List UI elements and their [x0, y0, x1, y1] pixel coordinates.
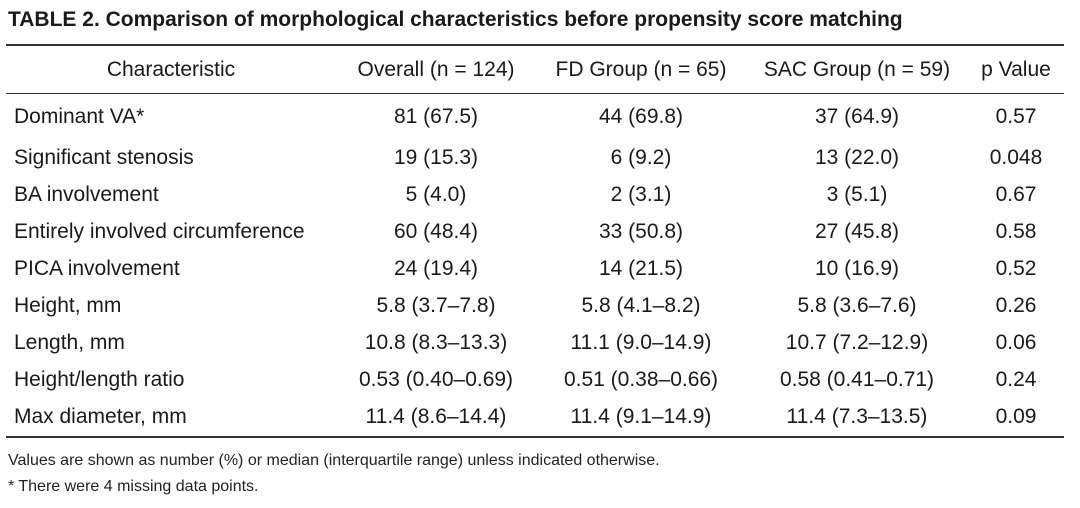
cell-p-value: 0.52	[995, 256, 1037, 280]
cell-sac-group: 3 (5.1)	[826, 182, 888, 206]
table-row: Significant stenosis 19 (15.3) 6 (9.2) 1…	[6, 139, 1064, 176]
cell-fd-group: 6 (9.2)	[610, 145, 672, 169]
cell-fd-group: 44 (69.8)	[598, 105, 684, 128]
cell-p-value: 0.048	[989, 145, 1043, 169]
row-label: Significant stenosis	[14, 145, 194, 169]
cell-fd-group: 0.51 (0.38–0.66)	[563, 367, 719, 391]
row-label: Height, mm	[14, 293, 122, 317]
cell-fd-group: 33 (50.8)	[598, 219, 684, 243]
column-header-characteristic: Characteristic	[106, 57, 236, 81]
cell-p-value: 0.09	[995, 404, 1037, 428]
table-row: Max diameter, mm 11.4 (8.6–14.4) 11.4 (9…	[6, 398, 1064, 435]
table-row: Dominant VA* 81 (67.5) 44 (69.8) 37 (64.…	[6, 93, 1064, 139]
table-title: TABLE 2. Comparison of morphological cha…	[8, 8, 903, 31]
row-label: Max diameter, mm	[14, 404, 187, 428]
cell-overall: 11.4 (8.6–14.4)	[365, 404, 507, 428]
cell-sac-group: 0.58 (0.41–0.71)	[779, 367, 935, 391]
cell-overall: 24 (19.4)	[393, 256, 479, 280]
cell-overall: 19 (15.3)	[393, 145, 479, 169]
cell-fd-group: 2 (3.1)	[610, 182, 672, 206]
cell-sac-group: 27 (45.8)	[814, 219, 900, 243]
column-header-sac-group: SAC Group (n = 59)	[763, 57, 951, 81]
cell-sac-group: 11.4 (7.3–13.5)	[786, 404, 928, 428]
table-header: Characteristic Overall (n = 124) FD Grou…	[6, 46, 1064, 93]
cell-sac-group: 13 (22.0)	[814, 145, 900, 169]
header-row: Characteristic Overall (n = 124) FD Grou…	[6, 46, 1064, 93]
cell-p-value: 0.67	[995, 182, 1037, 206]
row-label: Height/length ratio	[14, 367, 185, 391]
cell-sac-group: 10 (16.9)	[814, 256, 900, 280]
bottom-rule	[6, 436, 1064, 438]
row-label: Length, mm	[14, 330, 125, 354]
cell-p-value: 0.26	[995, 293, 1037, 317]
table-row: Height, mm 5.8 (3.7–7.8) 5.8 (4.1–8.2) 5…	[6, 287, 1064, 324]
cell-fd-group: 14 (21.5)	[598, 256, 684, 280]
cell-overall: 0.53 (0.40–0.69)	[358, 367, 514, 391]
row-label: Dominant VA*	[14, 105, 145, 128]
cell-fd-group: 11.4 (9.1–14.9)	[570, 404, 712, 428]
cell-sac-group: 5.8 (3.6–7.6)	[797, 293, 917, 317]
cell-overall: 5 (4.0)	[405, 182, 467, 206]
cell-p-value: 0.57	[995, 105, 1037, 128]
cell-p-value: 0.06	[995, 330, 1037, 354]
column-header-fd-group: FD Group (n = 65)	[555, 57, 727, 81]
table-row: Height/length ratio 0.53 (0.40–0.69) 0.5…	[6, 361, 1064, 398]
cell-fd-group: 11.1 (9.0–14.9)	[570, 330, 712, 354]
cell-overall: 5.8 (3.7–7.8)	[376, 293, 496, 317]
cell-sac-group: 10.7 (7.2–12.9)	[785, 330, 929, 354]
top-rule	[6, 44, 1064, 46]
cell-fd-group: 5.8 (4.1–8.2)	[581, 293, 701, 317]
cell-overall: 60 (48.4)	[393, 219, 479, 243]
cell-overall: 81 (67.5)	[393, 105, 479, 128]
table-row: Entirely involved circumference 60 (48.4…	[6, 213, 1064, 250]
footnote-missing-data: * There were 4 missing data points.	[8, 478, 259, 495]
table-row: BA involvement 5 (4.0) 2 (3.1) 3 (5.1) 0…	[6, 176, 1064, 213]
column-header-overall: Overall (n = 124)	[357, 57, 515, 81]
comparison-table: Characteristic Overall (n = 124) FD Grou…	[6, 46, 1064, 435]
cell-p-value: 0.24	[995, 367, 1037, 391]
header-rule	[6, 93, 1064, 94]
row-label: BA involvement	[14, 182, 159, 206]
column-header-p-value: p Value	[981, 57, 1051, 81]
cell-overall: 10.8 (8.3–13.3)	[364, 330, 508, 354]
table-row: PICA involvement 24 (19.4) 14 (21.5) 10 …	[6, 250, 1064, 287]
table-row: Length, mm 10.8 (8.3–13.3) 11.1 (9.0–14.…	[6, 324, 1064, 361]
cell-p-value: 0.58	[995, 219, 1037, 243]
footnote-values-format: Values are shown as number (%) or median…	[8, 452, 660, 469]
row-label: Entirely involved circumference	[14, 219, 305, 243]
row-label: PICA involvement	[14, 256, 180, 280]
table-body: Dominant VA* 81 (67.5) 44 (69.8) 37 (64.…	[6, 93, 1064, 435]
cell-sac-group: 37 (64.9)	[814, 105, 900, 128]
